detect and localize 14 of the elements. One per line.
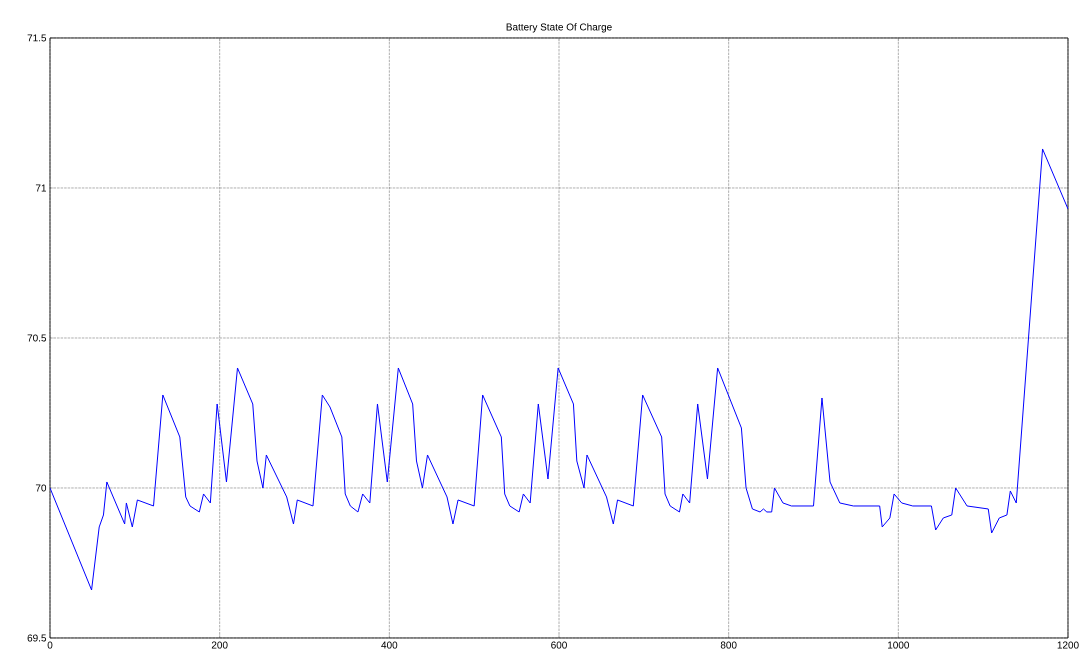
x-tick-label: 600 [551, 641, 567, 649]
x-tick-label: 1000 [888, 641, 910, 649]
y-tick-label: 69.5 [27, 634, 47, 642]
x-tick-label: 800 [720, 641, 737, 649]
x-tick-label: 200 [211, 641, 228, 649]
y-tick-label: 70 [35, 484, 47, 492]
line-series [50, 148, 1068, 591]
chart-title: Battery State Of Charge [506, 23, 612, 33]
y-tick-label: 71 [35, 184, 47, 192]
y-tick-label: 71.5 [27, 34, 47, 42]
x-tick-label: 400 [381, 641, 398, 649]
x-tick-label: 0 [47, 641, 53, 649]
y-tick-label: 70.5 [27, 334, 47, 342]
x-tick-label: 1200 [1057, 641, 1079, 649]
